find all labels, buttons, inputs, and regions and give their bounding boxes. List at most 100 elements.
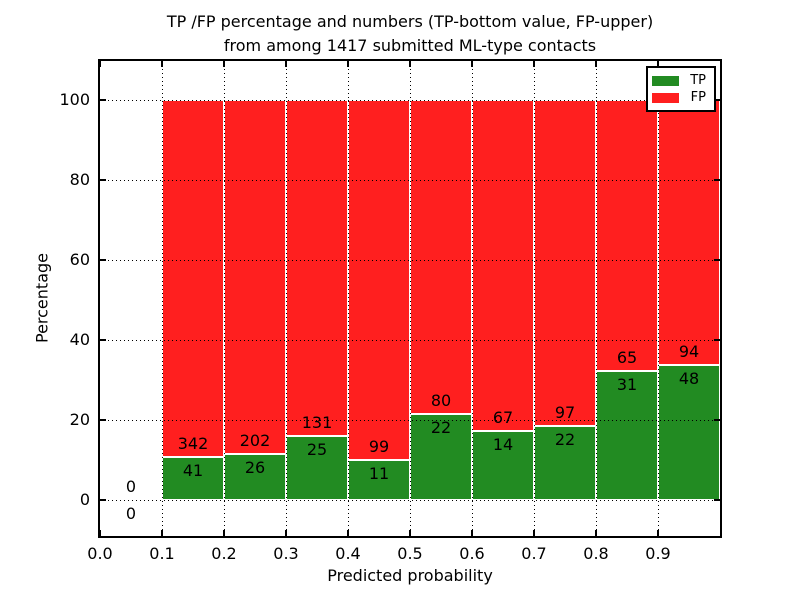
bar-fp-0.9 [658, 100, 720, 365]
x-tick-top-0.4 [347, 61, 349, 67]
x-tick-bottom-0.5 [409, 530, 411, 536]
tp-count-label-0.3: 25 [306, 439, 328, 459]
y-axis-label: Percentage [32, 252, 52, 344]
fp-count-label-0.1: 342 [177, 434, 209, 454]
chart-title-line1: TP /FP percentage and numbers (TP-bottom… [166, 12, 654, 31]
bar-fp-0.6 [472, 100, 534, 431]
tp-count-label-0.8: 31 [616, 374, 638, 394]
tp-count-label-0.2: 26 [244, 458, 266, 478]
bar-tp-0.5 [410, 413, 472, 500]
bar-tp-0.2 [224, 454, 286, 500]
fp-count-label-0.8: 65 [616, 347, 638, 367]
x-tick-label-0.0: 0.0 [87, 544, 113, 563]
x-tick-label-0.5: 0.5 [397, 544, 423, 563]
legend-swatch-tp [652, 75, 679, 86]
y-tick-left-100 [100, 99, 106, 101]
y-tick-label-0: 0 [79, 490, 90, 509]
x-tick-top-0.8 [595, 61, 597, 67]
y-tick-label-40: 40 [69, 330, 90, 349]
y-tick-left-60 [100, 259, 106, 261]
tp-count-label-0.7: 22 [554, 430, 576, 450]
x-tick-bottom-0.7 [533, 530, 535, 536]
y-tick-right-80 [714, 179, 720, 181]
grid-layer [100, 61, 720, 536]
grid-line-x-0.6 [471, 61, 473, 536]
bar-tp-0.7 [534, 426, 596, 500]
y-tick-left-40 [100, 339, 106, 341]
grid-line-x-0.8 [595, 61, 597, 536]
grid-line-x-0.5 [409, 61, 411, 536]
fp-count-label-0.9: 94 [678, 341, 700, 361]
x-tick-label-0.3: 0.3 [273, 544, 299, 563]
tp-count-label-0.9: 48 [678, 368, 700, 388]
fp-count-label-0.7: 97 [554, 403, 576, 423]
x-tick-bottom-0.0 [99, 530, 101, 536]
fp-count-label-0.2: 202 [239, 431, 271, 451]
x-tick-bottom-0.3 [285, 530, 287, 536]
bar-tp-0.3 [286, 435, 348, 500]
x-tick-bottom-0.4 [347, 530, 349, 536]
tp-count-label-0.1: 41 [182, 461, 204, 481]
x-tick-label-0.8: 0.8 [583, 544, 609, 563]
legend-swatch-fp [652, 92, 679, 103]
x-tick-top-0.3 [285, 61, 287, 67]
y-tick-right-20 [714, 419, 720, 421]
bar-fp-0.5 [410, 100, 472, 414]
fp-count-label-0.5: 80 [430, 390, 452, 410]
y-tick-label-100: 100 [59, 90, 90, 109]
x-tick-label-0.7: 0.7 [521, 544, 547, 563]
y-tick-right-60 [714, 259, 720, 261]
bars-layer [100, 61, 720, 536]
ticks-layer [99, 61, 720, 536]
bar-fp-0.3 [286, 100, 348, 436]
x-tick-label-0.1: 0.1 [149, 544, 175, 563]
legend-label-tp: TP [690, 73, 706, 88]
tp-count-label-0.6: 14 [492, 434, 514, 454]
y-tick-right-0 [714, 499, 720, 501]
tp-count-label-0.5: 22 [430, 417, 452, 437]
bar-tp-0.9 [658, 364, 720, 500]
x-tick-bottom-0.8 [595, 530, 597, 536]
y-tick-left-0 [100, 499, 106, 501]
bar-tp-0.1 [162, 457, 224, 500]
bar-fp-0.1 [162, 100, 224, 458]
x-tick-label-0.2: 0.2 [211, 544, 237, 563]
x-axis-label: Predicted probability [327, 566, 493, 585]
x-tick-top-0.2 [223, 61, 225, 67]
x-tick-top-0.1 [161, 61, 163, 67]
x-tick-label-0.6: 0.6 [459, 544, 485, 563]
fp-count-label-0: 0 [125, 477, 137, 496]
bar-fp-0.4 [348, 100, 410, 460]
fp-count-label-0.6: 67 [492, 407, 514, 427]
x-tick-bottom-0.2 [223, 530, 225, 536]
y-tick-left-80 [100, 179, 106, 181]
y-tick-label-20: 20 [69, 410, 90, 429]
tp-count-label-0.4: 11 [368, 464, 390, 483]
x-tick-label-0.9: 0.9 [645, 544, 671, 563]
legend-item-tp: TP [652, 74, 706, 87]
legend-item-fp: FP [652, 91, 706, 104]
bar-labels-layer: 0 0 342 41 202 26 131 25 99 11 80 22 67 14 97 22 65 31 94 4… [100, 61, 720, 536]
x-tick-top-0.6 [471, 61, 473, 67]
chart-title-line2: from among 1417 submitted ML-type contac… [223, 36, 597, 55]
x-tick-bottom-0.1 [161, 530, 163, 536]
grid-line-x-0.9 [657, 61, 659, 536]
legend-label-fp: FP [690, 90, 706, 105]
x-tick-label-0.4: 0.4 [335, 544, 361, 563]
x-tick-top-0.5 [409, 61, 411, 67]
x-tick-bottom-0.9 [657, 530, 659, 536]
x-tick-top-0.9 [657, 61, 659, 67]
legend: TP FP [646, 66, 716, 112]
y-tick-left-20 [100, 419, 106, 421]
x-tick-top-0.0 [99, 61, 101, 67]
grid-line-x-0.3 [285, 61, 287, 536]
bar-tp-0.4 [348, 460, 410, 500]
bar-fp-0.7 [534, 100, 596, 427]
y-tick-label-80: 80 [69, 170, 90, 189]
grid-line-x-0.2 [223, 61, 225, 536]
y-tick-right-100 [714, 99, 720, 101]
chart-title: TP /FP percentage and numbers (TP-bottom… [98, 10, 722, 58]
grid-line-x-0.4 [347, 61, 349, 536]
fp-count-label-0.4: 99 [368, 437, 390, 456]
